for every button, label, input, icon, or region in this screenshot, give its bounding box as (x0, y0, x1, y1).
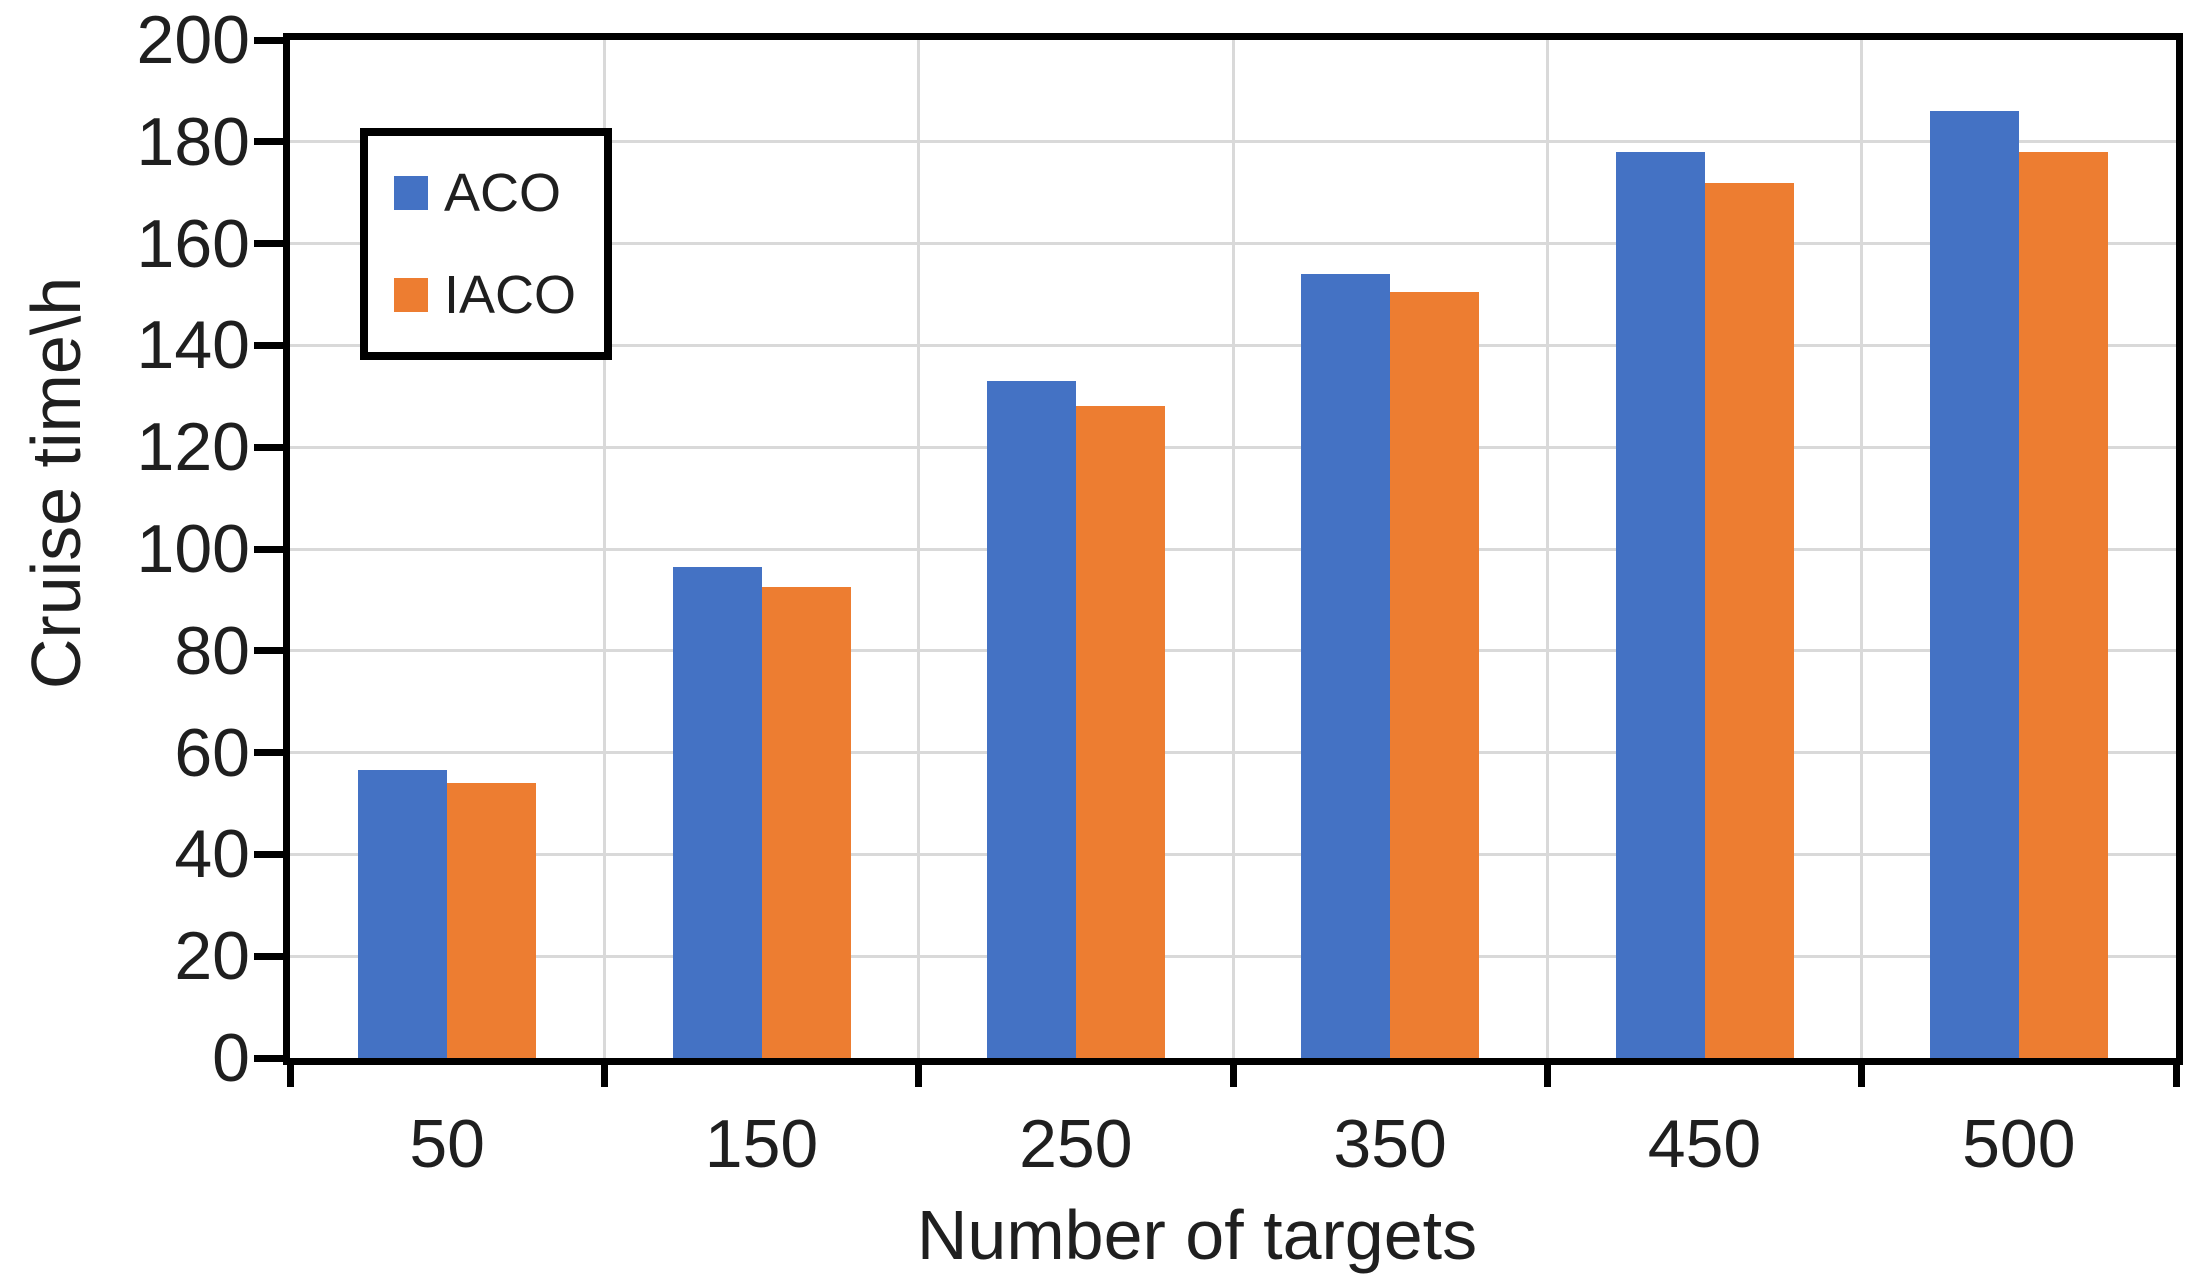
x-axis-tick (286, 1058, 294, 1087)
x-axis-title: Number of targets (916, 1196, 1478, 1274)
bar-aco-500 (1929, 111, 2019, 1058)
y-tick-label: 120 (136, 409, 250, 486)
x-tick-label: 450 (1647, 1106, 1762, 1182)
y-axis-tick (254, 36, 290, 44)
x-gridline (1545, 40, 1549, 1058)
x-tick-label: 350 (1333, 1106, 1447, 1182)
bar-aco-50 (358, 770, 448, 1058)
bar-aco-350 (1301, 274, 1391, 1058)
bar-aco-250 (986, 381, 1076, 1058)
bar-iaco-150 (761, 587, 851, 1058)
legend-item-iaco: IACO (394, 268, 604, 322)
bar-iaco-450 (1704, 182, 1794, 1058)
bar-iaco-50 (447, 783, 537, 1058)
y-tick-label: 60 (174, 714, 250, 791)
x-tick-label: 150 (704, 1106, 819, 1182)
bar-iaco-350 (1390, 291, 1480, 1058)
y-axis-tick (254, 749, 290, 757)
y-axis-tick (254, 952, 290, 960)
y-tick-label: 40 (174, 816, 250, 893)
legend-label-aco: ACO (444, 163, 562, 223)
bar-aco-150 (672, 566, 762, 1058)
x-axis-tick (1543, 1058, 1551, 1087)
x-axis-tick (1858, 1058, 1866, 1087)
x-axis-tick (915, 1058, 923, 1087)
x-tick-label: 50 (409, 1106, 485, 1182)
x-axis-tick (1229, 1058, 1237, 1087)
legend: ACO IACO (360, 128, 612, 360)
bar-iaco-250 (1075, 406, 1165, 1058)
plot-area: ACO IACO 0 20 40 60 80 100 120 140 160 180 200 50 150… (137, 6, 2183, 1178)
y-tick-label: 180 (136, 103, 250, 180)
y-axis-tick (254, 1054, 290, 1062)
x-axis-tick (2172, 1058, 2180, 1087)
x-gridline (1860, 40, 1864, 1058)
y-tick-label: 200 (136, 2, 250, 78)
y-axis-tick (254, 240, 290, 248)
y-tick-label: 140 (136, 307, 250, 384)
y-axis-tick (254, 341, 290, 349)
y-tick-label: 0 (212, 1020, 250, 1096)
y-tick-label: 100 (136, 511, 250, 587)
x-gridline (1231, 40, 1235, 1058)
y-axis-tick (254, 443, 290, 451)
y-axis-tick (254, 647, 290, 655)
bar-aco-450 (1615, 151, 1705, 1058)
legend-swatch-aco-icon (394, 176, 428, 210)
y-tick-label: 20 (174, 918, 250, 995)
x-gridline (602, 40, 606, 1058)
x-gridline (917, 40, 921, 1058)
bar-iaco-500 (2018, 151, 2108, 1058)
legend-label-iaco: IACO (444, 265, 577, 325)
y-tick-label: 80 (174, 612, 250, 689)
y-axis-tick (254, 545, 290, 553)
legend-item-aco: ACO (394, 166, 604, 220)
y-axis-tick (254, 850, 290, 858)
x-axis-tick (600, 1058, 608, 1087)
y-tick-label: 160 (136, 205, 250, 282)
y-axis-tick (254, 138, 290, 146)
x-tick-label: 500 (1962, 1106, 2076, 1182)
legend-swatch-iaco-icon (394, 278, 428, 312)
x-tick-label: 250 (1019, 1106, 1133, 1182)
